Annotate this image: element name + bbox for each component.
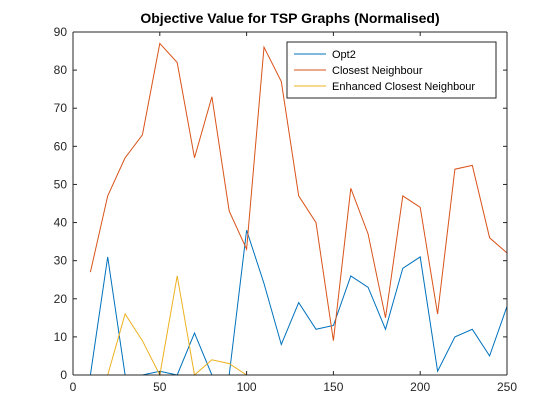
y-tick-label: 50 xyxy=(54,177,68,191)
y-tick-label: 60 xyxy=(54,139,68,153)
y-tick-label: 40 xyxy=(54,216,68,230)
x-tick-label: 250 xyxy=(497,380,517,394)
y-tick-label: 0 xyxy=(60,368,67,382)
y-tick-label: 30 xyxy=(54,254,68,268)
y-tick-label: 80 xyxy=(54,63,68,77)
y-tick-label: 20 xyxy=(54,292,68,306)
tick-layer: 0 50 100 150 200 250 0 10 20 30 40 50 60 70 80 90 xyxy=(54,25,518,394)
axes-box xyxy=(72,31,508,376)
x-tick-label: 0 xyxy=(70,380,77,394)
legend-label-2: Closest Neighbour xyxy=(332,65,423,77)
y-tick-label: 10 xyxy=(54,330,68,344)
chart-title: Objective Value for TSP Graphs (Normalis… xyxy=(140,10,439,26)
legend: Opt2 Closest Neighbour Enhanced Closest Ne… xyxy=(286,41,497,99)
series-line-2 xyxy=(89,42,508,341)
x-tick-label: 50 xyxy=(153,380,167,394)
x-tick-label: 200 xyxy=(410,380,430,394)
y-tick-label: 70 xyxy=(54,101,68,115)
x-tick-label: 100 xyxy=(237,380,257,394)
x-tick-label: 150 xyxy=(323,380,343,394)
legend-label-3: Enhanced Closest Neighbour xyxy=(332,81,475,93)
legend-label-1: Opt2 xyxy=(332,49,356,61)
y-tick-label: 90 xyxy=(54,25,68,39)
